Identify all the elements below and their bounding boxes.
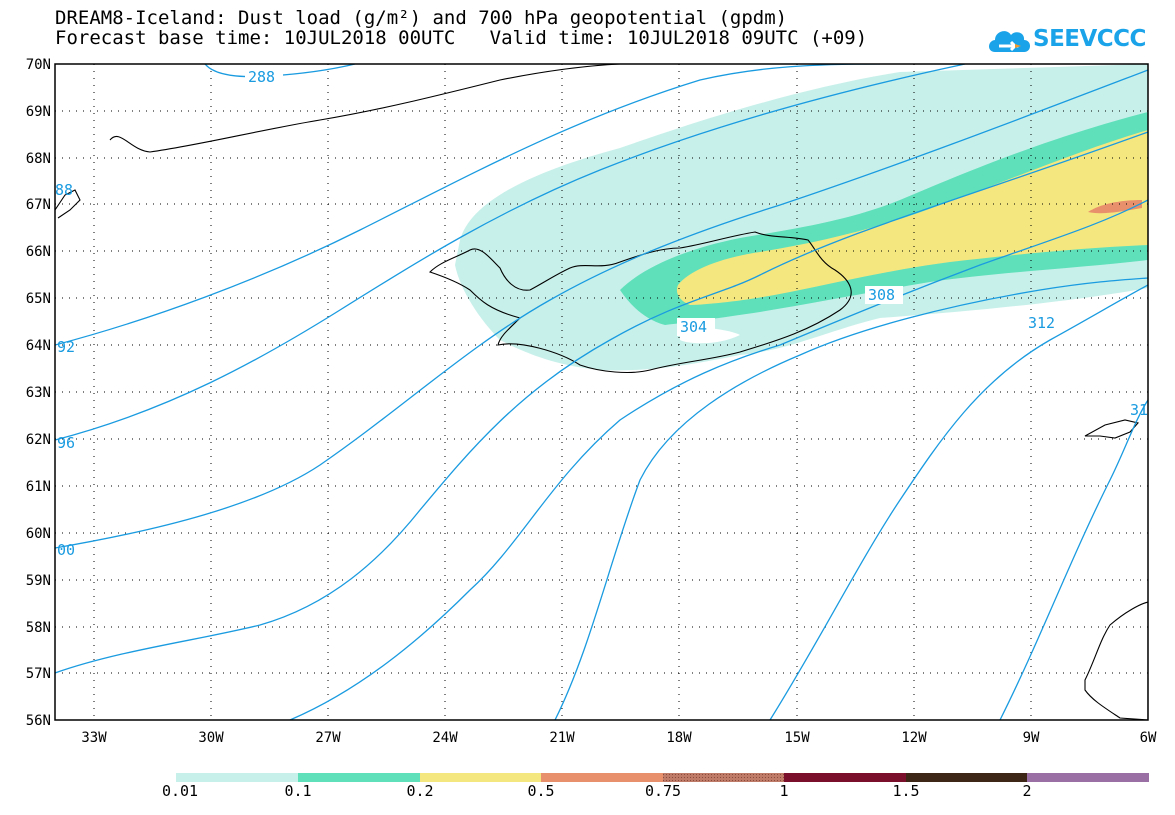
lat-label: 66N xyxy=(26,244,51,260)
lon-label: 18W xyxy=(666,730,692,746)
lon-label: 30W xyxy=(198,730,224,746)
lat-label: 65N xyxy=(26,291,51,307)
lon-label: 15W xyxy=(784,730,810,746)
lon-label: 21W xyxy=(549,730,575,746)
coastline xyxy=(55,64,1148,720)
lat-label: 59N xyxy=(26,573,51,589)
lon-label: 33W xyxy=(81,730,107,746)
lat-label: 60N xyxy=(26,526,51,542)
colorbar-segment xyxy=(784,773,906,782)
lon-label: 24W xyxy=(432,730,458,746)
longitude-labels: 33W 30W 27W 24W 21W 18W 15W 12W 9W 6W xyxy=(81,730,1157,746)
colorbar-segment xyxy=(906,773,1027,782)
map-subtitle: Forecast base time: 10JUL2018 00UTC Vali… xyxy=(55,27,868,49)
colorbar-segment xyxy=(298,773,420,782)
lat-label: 57N xyxy=(26,666,51,682)
contour-label: 304 xyxy=(680,318,707,336)
colorbar-label: 1 xyxy=(779,782,789,800)
contour-label: 00 xyxy=(57,541,75,559)
lon-label: 12W xyxy=(901,730,927,746)
colorbar-segment xyxy=(541,773,663,782)
lat-label: 67N xyxy=(26,197,51,213)
contour-label: 308 xyxy=(868,286,895,304)
contour-label: 96 xyxy=(57,434,75,452)
colorbar-segment xyxy=(420,773,541,782)
colorbar-label: 0.75 xyxy=(644,782,682,800)
colorbar-label: 0.01 xyxy=(161,782,199,800)
graticule xyxy=(55,64,1148,720)
latitude-labels: 70N 69N 68N 67N 66N 65N 64N 63N 62N 61N … xyxy=(26,57,51,729)
contour-label: 31 xyxy=(1130,401,1148,419)
lat-label: 69N xyxy=(26,104,51,120)
colorbar-label: 0.2 xyxy=(406,782,434,800)
colorbar xyxy=(176,773,1149,782)
lat-label: 64N xyxy=(26,338,51,354)
lon-label: 6W xyxy=(1140,730,1157,746)
lat-label: 56N xyxy=(26,713,51,729)
lat-label: 68N xyxy=(26,151,51,167)
seevccc-logo: SEEVCCC xyxy=(985,22,1146,58)
lon-label: 27W xyxy=(315,730,341,746)
map-title: DREAM8-Iceland: Dust load (g/m²) and 700… xyxy=(55,7,788,29)
contour-label: 288 xyxy=(248,68,275,86)
lat-label: 62N xyxy=(26,432,51,448)
lon-label: 9W xyxy=(1023,730,1040,746)
contour-label: 312 xyxy=(1028,314,1055,332)
colorbar-segment xyxy=(176,773,298,782)
colorbar-label: 0.5 xyxy=(527,782,555,800)
colorbar-segment xyxy=(1027,773,1149,782)
colorbar-label: 1.5 xyxy=(892,782,920,800)
lat-label: 70N xyxy=(26,57,51,73)
cloud-icon xyxy=(989,31,1030,52)
contour-label: 88 xyxy=(55,181,73,199)
geopotential-contours xyxy=(55,64,1148,720)
logo-text: SEEVCCC xyxy=(1033,26,1146,52)
lat-label: 58N xyxy=(26,620,51,636)
plot-frame xyxy=(54,63,1149,721)
lat-label: 61N xyxy=(26,479,51,495)
colorbar-segment xyxy=(663,773,784,782)
colorbar-label: 2 xyxy=(1022,782,1032,800)
colorbar-label: 0.1 xyxy=(284,782,312,800)
lat-label: 63N xyxy=(26,385,51,401)
contour-label: 92 xyxy=(57,338,75,356)
